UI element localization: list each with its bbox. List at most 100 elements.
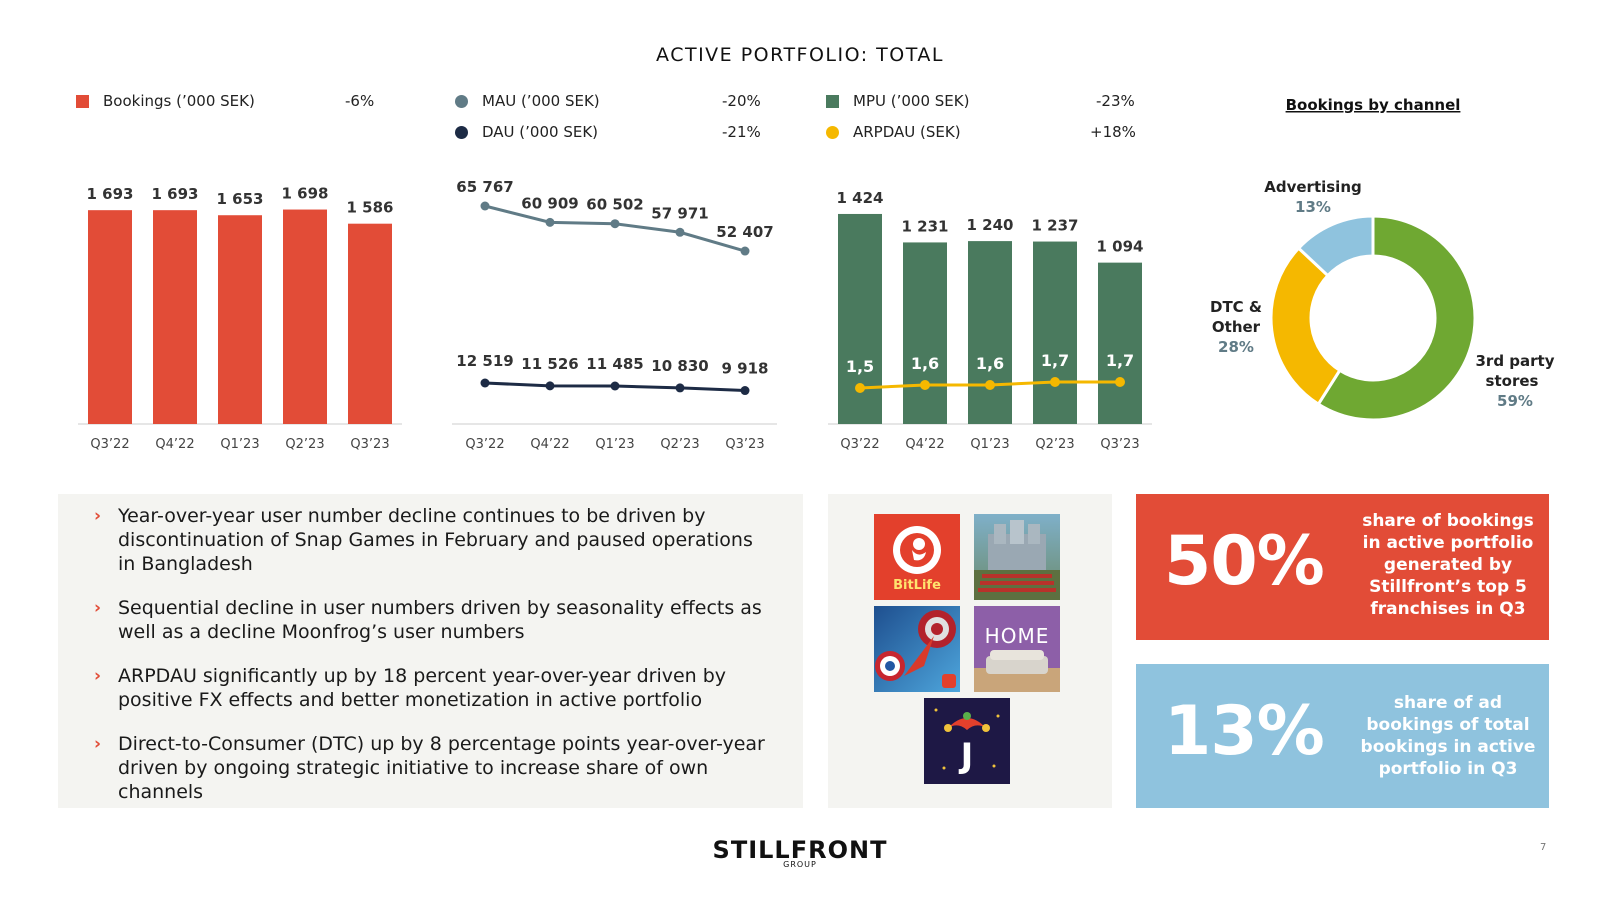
chevron-right-icon: › xyxy=(94,506,102,526)
x-tick-label: Q3’22 xyxy=(90,437,129,452)
slice-pct-label: 59% xyxy=(1497,392,1533,410)
mau-data-label: 60 502 xyxy=(586,196,643,214)
legend-swatch-bookings xyxy=(76,94,89,108)
x-tick-label: Q3’22 xyxy=(465,437,504,452)
x-tick-label: Q2’23 xyxy=(1035,437,1074,452)
mau-point xyxy=(740,246,750,256)
legend-mau: MAU (’000 SEK) xyxy=(455,92,600,110)
arpdau-point xyxy=(920,380,930,390)
slice-label: Advertising xyxy=(1264,178,1362,196)
x-tick-label: Q3’23 xyxy=(350,437,389,452)
commentary-panel: › Year-over-year user number decline cont… xyxy=(58,494,803,808)
stat-big-value: 50% xyxy=(1164,522,1325,601)
home-label: HOME xyxy=(984,624,1050,648)
slice-pct-label: 13% xyxy=(1295,198,1331,216)
bookings-data-label: 1 653 xyxy=(217,190,264,208)
bullet-item: › ARPDAU significantly up by 18 percent y… xyxy=(94,665,727,711)
legend-change-arpdau: +18% xyxy=(1090,123,1136,141)
arpdau-data-label: 1,6 xyxy=(911,354,939,373)
dau-data-label: 12 519 xyxy=(456,352,513,370)
stillfront-logo: STILLFRONT GROUP xyxy=(712,836,888,869)
legend-swatch-mpu xyxy=(826,94,839,108)
stat-description: share of ad bookings of total bookings i… xyxy=(1360,693,1536,779)
arpdau-data-label: 1,6 xyxy=(976,354,1004,373)
donut-title: Bookings by channel xyxy=(1286,96,1461,114)
x-tick-label: Q4’22 xyxy=(530,437,569,452)
arpdau-data-label: 1,7 xyxy=(1041,351,1069,370)
legend-change-mau: -20% xyxy=(722,92,761,110)
users-line-chart: 65 767 60 909 60 502 57 971 52 407 12 519 11 5… xyxy=(452,178,777,452)
bookings-data-label: 1 586 xyxy=(347,199,394,217)
mpu-data-label: 1 424 xyxy=(837,189,884,207)
legend-label-mpu: MPU (’000 SEK) xyxy=(853,92,970,110)
mau-point xyxy=(545,217,555,227)
page-number: 7 xyxy=(1540,842,1547,853)
mpu-data-label: 1 240 xyxy=(967,216,1014,234)
dau-data-label: 11 485 xyxy=(586,355,643,373)
legend-change-mpu: -23% xyxy=(1096,92,1135,110)
game-icons-panel: BitLife HOME xyxy=(828,494,1112,808)
dau-point xyxy=(675,383,685,393)
legend-dau: DAU (’000 SEK) xyxy=(455,123,598,141)
x-tick-label: Q1’23 xyxy=(595,437,634,452)
arpdau-data-label: 1,5 xyxy=(846,357,874,376)
mau-data-label: 60 909 xyxy=(521,194,578,212)
jackpot-game-icon: J xyxy=(924,698,1010,784)
legend-swatch-mau xyxy=(455,94,468,108)
bookings-bar-chart: 1 693 Q3’22 1 693 Q4’22 1 653 Q1’23 1 698 Q2’23… xyxy=(78,185,402,452)
x-tick-label: Q1’23 xyxy=(220,437,259,452)
donut-slice xyxy=(1316,214,1477,422)
mpu-bar xyxy=(903,242,947,424)
mau-point xyxy=(480,201,490,211)
mpu-data-label: 1 237 xyxy=(1032,217,1079,235)
bookings-bar xyxy=(283,209,327,424)
superhero-game-icon xyxy=(874,606,960,692)
x-tick-label: Q3’23 xyxy=(1100,437,1139,452)
arpdau-point xyxy=(985,380,995,390)
legend-mpu: MPU (’000 SEK) xyxy=(826,92,969,110)
donut-slice xyxy=(1269,246,1342,407)
mau-point xyxy=(675,227,685,237)
bookings-data-label: 1 693 xyxy=(87,185,134,203)
arpdau-point xyxy=(1050,377,1060,387)
stat-box-ad-share: 13% share of ad bookings of total bookin… xyxy=(1136,664,1549,808)
chevron-right-icon: › xyxy=(94,666,102,686)
legend-swatch-dau xyxy=(455,125,468,139)
dau-data-label: 10 830 xyxy=(651,357,708,375)
mpu-bar-chart: 1 424 Q3’22 1 231 Q4’22 1 240 Q1’23 1 237 Q2’23… xyxy=(828,189,1152,452)
bookings-bar xyxy=(153,210,197,424)
x-tick-label: Q1’23 xyxy=(970,437,1009,452)
bookings-bar xyxy=(88,210,132,424)
legend-label-arpdau: ARPDAU (SEK) xyxy=(853,123,961,141)
arpdau-point xyxy=(855,383,865,393)
arpdau-point xyxy=(1115,377,1125,387)
stat-description: share of bookings in active portfolio ge… xyxy=(1362,511,1534,619)
home-design-game-icon: HOME xyxy=(974,606,1060,692)
mpu-data-label: 1 094 xyxy=(1097,238,1144,256)
legend-change-bookings: -6% xyxy=(345,92,375,110)
mpu-bar xyxy=(1033,241,1077,424)
x-tick-label: Q4’22 xyxy=(905,437,944,452)
mpu-bar xyxy=(1098,262,1142,424)
page-title: ACTIVE PORTFOLIO: TOTAL xyxy=(656,44,944,66)
x-tick-label: Q2’23 xyxy=(285,437,324,452)
dau-data-label: 11 526 xyxy=(521,355,578,373)
jackpot-label: J xyxy=(960,736,974,776)
mau-data-label: 52 407 xyxy=(716,223,773,241)
chevron-right-icon: › xyxy=(94,598,102,618)
legend-swatch-arpdau xyxy=(826,125,839,139)
bullet-item: › Sequential decline in user numbers driv… xyxy=(94,597,762,643)
bookings-bar xyxy=(348,223,392,424)
slice-label: stores xyxy=(1486,372,1539,390)
mpu-bar xyxy=(968,241,1012,424)
dau-point xyxy=(545,381,555,391)
dau-point xyxy=(480,378,490,388)
stat-box-top5: 50% share of bookings in active portfoli… xyxy=(1136,494,1549,640)
bullet-item: › Direct-to-Consumer (DTC) up by 8 percen… xyxy=(94,733,765,803)
bookings-data-label: 1 693 xyxy=(152,185,199,203)
mpu-data-label: 1 231 xyxy=(902,217,949,235)
mau-data-label: 57 971 xyxy=(651,204,708,222)
mau-data-label: 65 767 xyxy=(456,178,513,196)
slice-label: Other xyxy=(1212,318,1261,336)
x-tick-label: Q3’22 xyxy=(840,437,879,452)
